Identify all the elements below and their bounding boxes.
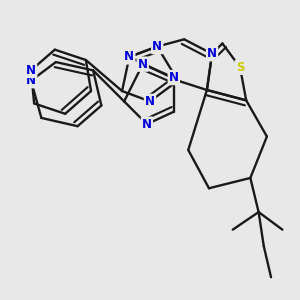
Text: N: N: [145, 95, 155, 108]
Text: N: N: [152, 40, 162, 53]
Text: N: N: [207, 47, 217, 60]
Text: N: N: [138, 58, 148, 70]
Text: N: N: [124, 50, 134, 63]
Text: N: N: [169, 71, 179, 84]
Text: N: N: [142, 118, 152, 130]
Text: N: N: [26, 74, 36, 87]
Text: S: S: [236, 61, 244, 74]
Text: N: N: [26, 64, 36, 77]
